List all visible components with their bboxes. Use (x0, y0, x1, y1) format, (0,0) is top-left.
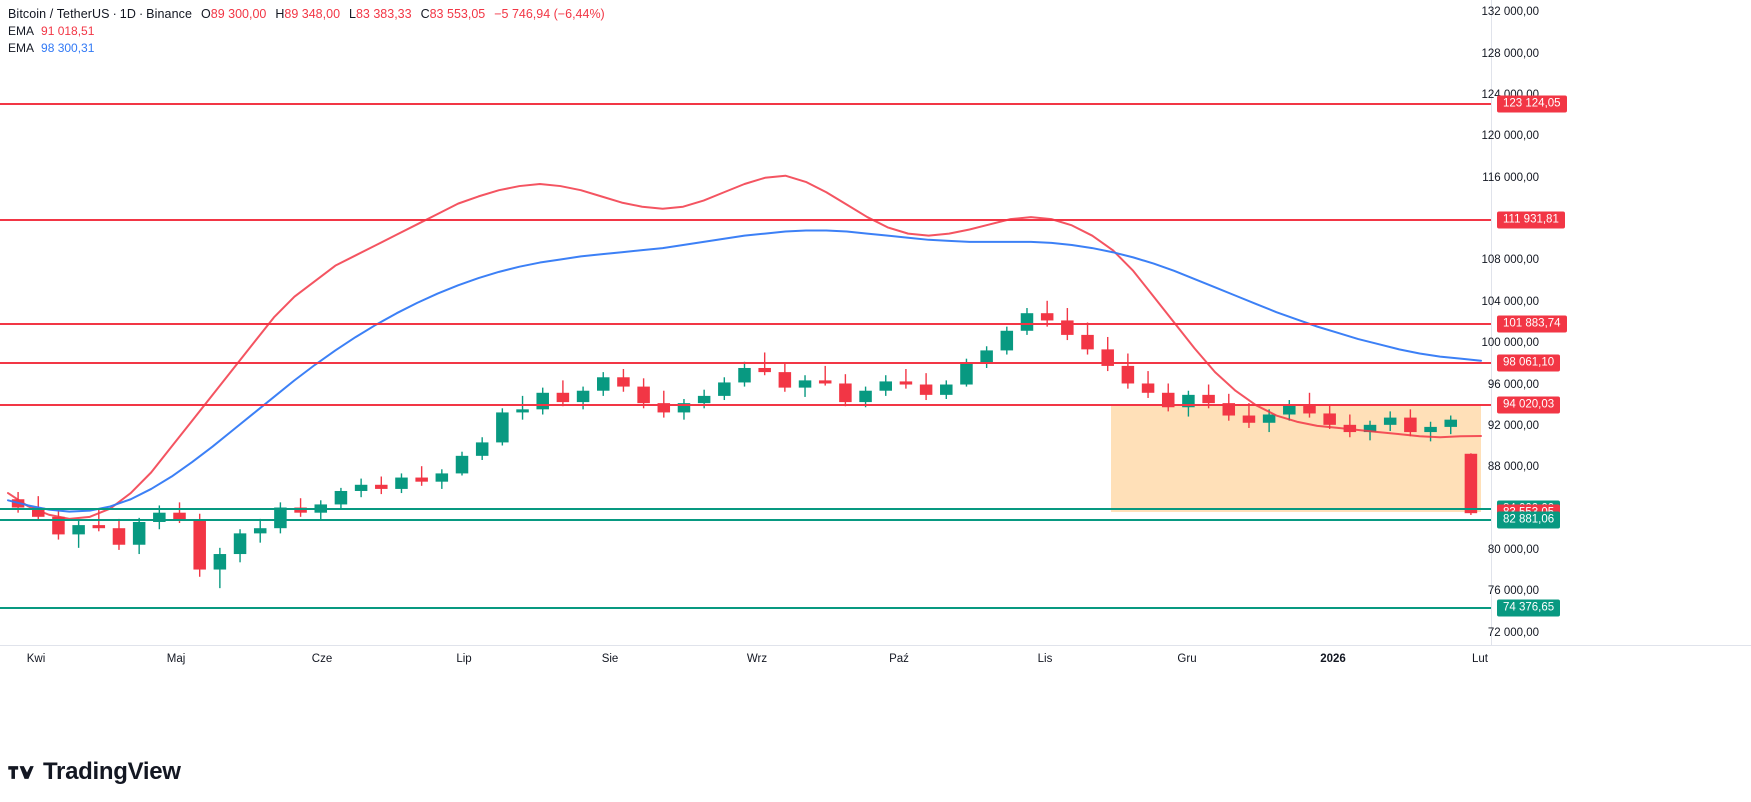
level-line-111931.81[interactable] (0, 218, 1491, 221)
tradingview-mark-icon (8, 765, 34, 779)
time-tick-Paź: Paź (889, 653, 909, 665)
price-tick-72000: 72 000,00 (1487, 626, 1539, 639)
highlight-zone-rectangle[interactable] (1111, 404, 1481, 512)
price-tag-82881.06[interactable]: 82 881,06 (1497, 511, 1561, 529)
price-tick-120000: 120 000,00 (1481, 130, 1539, 143)
price-tick-100000: 100 000,00 (1481, 337, 1539, 350)
ema-line-1 (7, 174, 1482, 520)
time-tick-Gru: Gru (1177, 653, 1197, 665)
time-tick-Wrz: Wrz (746, 653, 768, 665)
price-axis-divider (1491, 0, 1492, 645)
time-axis-divider (0, 645, 1751, 646)
price-tick-96000: 96 000,00 (1487, 378, 1539, 391)
time-tick-Lis: Lis (1037, 653, 1053, 665)
time-tick-Kwi: Kwi (26, 653, 46, 665)
time-axis[interactable]: Kwi Maj Cze Lip Sie Wrz Paź Lis Gru 2026 Lut (0, 645, 1491, 690)
price-tick-88000: 88 000,00 (1487, 461, 1539, 474)
price-tag-101883.74[interactable]: 101 883,74 (1497, 315, 1567, 333)
price-tag-74376.65[interactable]: 74 376,65 (1497, 599, 1561, 617)
price-tick-116000: 116 000,00 (1482, 171, 1539, 184)
tradingview-wordmark: TradingView (43, 758, 181, 785)
price-tick-104000: 104 000,00 (1481, 295, 1539, 308)
time-tick-Sie: Sie (601, 653, 619, 665)
chart-plot-area[interactable] (0, 0, 1491, 645)
price-tick-80000: 80 000,00 (1487, 543, 1539, 556)
time-tick-Lut: Lut (1472, 653, 1488, 665)
time-tick-Cze: Cze (311, 653, 333, 665)
level-line-82881.06[interactable] (0, 519, 1491, 522)
price-tick-132000: 132 000,00 (1481, 6, 1539, 19)
level-line-94020.03[interactable] (0, 403, 1491, 406)
time-tick-Maj: Maj (166, 653, 186, 665)
price-tag-111931.81[interactable]: 111 931,81 (1497, 211, 1565, 229)
level-line-84000[interactable] (0, 507, 1491, 510)
level-line-101883.74[interactable] (0, 322, 1491, 325)
time-tick-2026: 2026 (1320, 653, 1346, 665)
level-line-74376.65[interactable] (0, 607, 1491, 610)
price-tag-123124.05[interactable]: 123 124,05 (1497, 95, 1567, 113)
level-line-98061.1[interactable] (0, 362, 1491, 365)
time-tick-Lip: Lip (456, 653, 472, 665)
ema-line-2 (7, 229, 1482, 513)
price-tick-108000: 108 000,00 (1481, 254, 1539, 267)
tradingview-logo[interactable]: TradingView (8, 758, 181, 786)
price-tick-128000: 128 000,00 (1481, 47, 1539, 60)
price-tag-94020.03[interactable]: 94 020,03 (1497, 396, 1561, 414)
price-tag-98061.1[interactable]: 98 061,10 (1497, 354, 1561, 372)
price-tick-92000: 92 000,00 (1487, 419, 1539, 432)
footer: TradingView (8, 752, 181, 792)
level-line-123124.05[interactable] (0, 103, 1491, 106)
price-tick-76000: 76 000,00 (1487, 585, 1539, 598)
